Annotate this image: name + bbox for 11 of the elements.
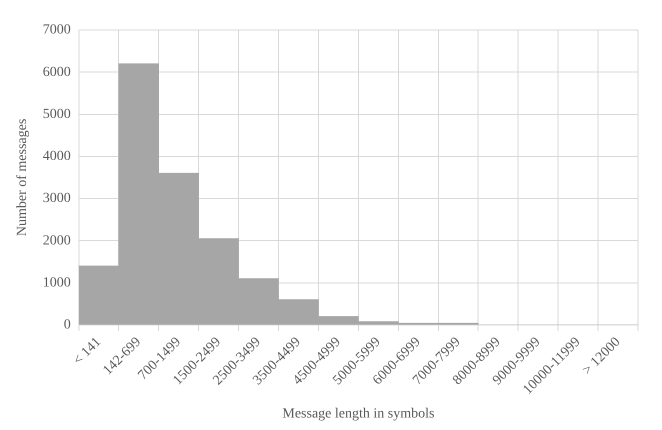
y-tick-label: 6000 bbox=[42, 64, 71, 80]
y-tick-label: 7000 bbox=[42, 22, 71, 38]
y-tick-label: 1000 bbox=[42, 275, 71, 290]
x-tick-label: < 141 bbox=[70, 334, 104, 368]
y-axis-title: Number of messages bbox=[15, 118, 30, 236]
y-tick-label: 2000 bbox=[42, 233, 71, 248]
y-tick-label: 4000 bbox=[42, 149, 71, 164]
y-tick-label: 0 bbox=[64, 318, 71, 333]
y-tick-label: 5000 bbox=[42, 106, 71, 122]
x-axis-title: Message length in symbols bbox=[282, 406, 434, 422]
y-tick-label: 3000 bbox=[42, 191, 71, 206]
